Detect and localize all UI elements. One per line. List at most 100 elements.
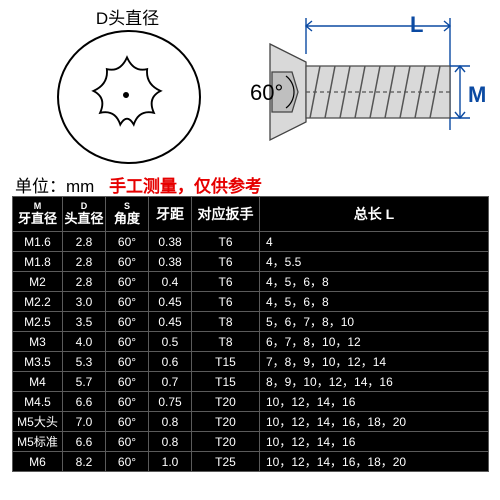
table-row: M22.860°0.4T64，5，6，8 [13,272,489,292]
table-cell: M2.5 [13,312,63,332]
diagram-area: D头直径 L [0,0,500,165]
table-cell: M5标准 [13,432,63,452]
table-row: M2.53.560°0.45T85，6，7，8，10 [13,312,489,332]
d-dimension-label: D头直径 [55,4,200,29]
table-cell: M1.6 [13,232,63,252]
table-row: M4.56.660°0.75T2010，12，14，16 [13,392,489,412]
spec-table-wrap: M牙直径D头直径S角度牙距对应扳手总长 L M1.62.860°0.38T64M… [12,196,488,472]
table-cell: 0.8 [149,432,192,452]
table-cell: 2.8 [63,272,106,292]
col-header: 对应扳手 [192,197,260,232]
table-cell: 0.38 [149,252,192,272]
table-cell: M4 [13,372,63,392]
table-cell: T6 [192,252,260,272]
table-cell: T8 [192,312,260,332]
table-cell: 4，5.5 [260,252,489,272]
table-cell: 10，12，14，16 [260,392,489,412]
table-cell: 2.8 [63,252,106,272]
head-center-dot [123,92,129,98]
unit-line: 单位：mm 手工测量，仅供参考 [15,172,485,197]
unit-label: 单位： [15,177,66,196]
table-cell: 5.7 [63,372,106,392]
table-cell: T25 [192,452,260,472]
table-cell: M6 [13,452,63,472]
table-cell: 60° [106,292,149,312]
col-header: M牙直径 [13,197,63,232]
table-cell: T20 [192,432,260,452]
table-cell: 60° [106,452,149,472]
spec-table-body: M1.62.860°0.38T64M1.82.860°0.38T64，5.5M2… [13,232,489,472]
table-cell: 4 [260,232,489,252]
table-cell: T20 [192,412,260,432]
table-cell: T6 [192,292,260,312]
table-cell: 10，12，14，16 [260,432,489,452]
table-cell: 60° [106,372,149,392]
table-cell: 60° [106,312,149,332]
col-header: 总长 L [260,197,489,232]
spec-table-head: M牙直径D头直径S角度牙距对应扳手总长 L [13,197,489,232]
table-cell: 10，12，14，16，18，20 [260,412,489,432]
table-row: M45.760°0.7T158，9，10，12，14，16 [13,372,489,392]
table-cell: 60° [106,252,149,272]
table-row: M2.23.060°0.45T64，5，6，8 [13,292,489,312]
table-cell: T8 [192,332,260,352]
table-cell: 0.38 [149,232,192,252]
table-cell: 6，7，8，10，12 [260,332,489,352]
table-cell: 0.6 [149,352,192,372]
table-cell: T15 [192,352,260,372]
table-row: M3.55.360°0.6T157，8，9，10，12，14 [13,352,489,372]
l-dimension-label: L [410,12,423,37]
table-cell: 60° [106,232,149,252]
table-cell: 8.2 [63,452,106,472]
table-cell: 60° [106,432,149,452]
table-cell: 60° [106,412,149,432]
table-row: M5标准6.660°0.8T2010，12，14，16 [13,432,489,452]
table-cell: 60° [106,392,149,412]
table-row: M5大头7.060°0.8T2010，12，14，16，18，20 [13,412,489,432]
table-cell: 7.0 [63,412,106,432]
table-cell: M1.8 [13,252,63,272]
table-cell: 6.6 [63,432,106,452]
table-cell: M2 [13,272,63,292]
table-row: M1.82.860°0.38T64，5.5 [13,252,489,272]
spec-table: M牙直径D头直径S角度牙距对应扳手总长 L M1.62.860°0.38T64M… [12,196,489,472]
table-cell: 0.45 [149,292,192,312]
table-cell: M4.5 [13,392,63,412]
table-cell: 0.45 [149,312,192,332]
page-root: D头直径 L [0,0,500,500]
col-header: 牙距 [149,197,192,232]
table-cell: 4，5，6，8 [260,272,489,292]
table-cell: 5.3 [63,352,106,372]
screw-side-svg: L [250,10,490,165]
table-cell: 10，12，14，16，18，20 [260,452,489,472]
table-row: M1.62.860°0.38T64 [13,232,489,252]
table-row: M34.060°0.5T86，7，8，10，12 [13,332,489,352]
col-header: S角度 [106,197,149,232]
table-cell: 0.8 [149,412,192,432]
table-cell: 2.8 [63,232,106,252]
screw-head-top-view: D头直径 [55,10,235,160]
unit-value: mm [66,177,94,196]
table-cell: M3.5 [13,352,63,372]
table-cell: 60° [106,272,149,292]
table-cell: T6 [192,272,260,292]
d-dimension-bracket: D头直径 [55,10,200,30]
col-header: D头直径 [63,197,106,232]
m-dimension-label: M [468,82,486,107]
measurement-note: 手工测量，仅供参考 [109,177,262,196]
table-cell: T15 [192,372,260,392]
table-cell: 4，5，6，8 [260,292,489,312]
table-cell: 60° [106,332,149,352]
angle-label: 60° [250,80,283,105]
table-cell: 0.4 [149,272,192,292]
table-cell: 5，6，7，8，10 [260,312,489,332]
table-cell: 0.7 [149,372,192,392]
table-cell: M5大头 [13,412,63,432]
table-cell: 7，8，9，10，12，14 [260,352,489,372]
table-row: M68.260°1.0T2510，12，14，16，18，20 [13,452,489,472]
table-cell: 60° [106,352,149,372]
table-cell: 1.0 [149,452,192,472]
table-cell: M3 [13,332,63,352]
table-cell: 0.75 [149,392,192,412]
screw-side-view: L [250,10,490,160]
